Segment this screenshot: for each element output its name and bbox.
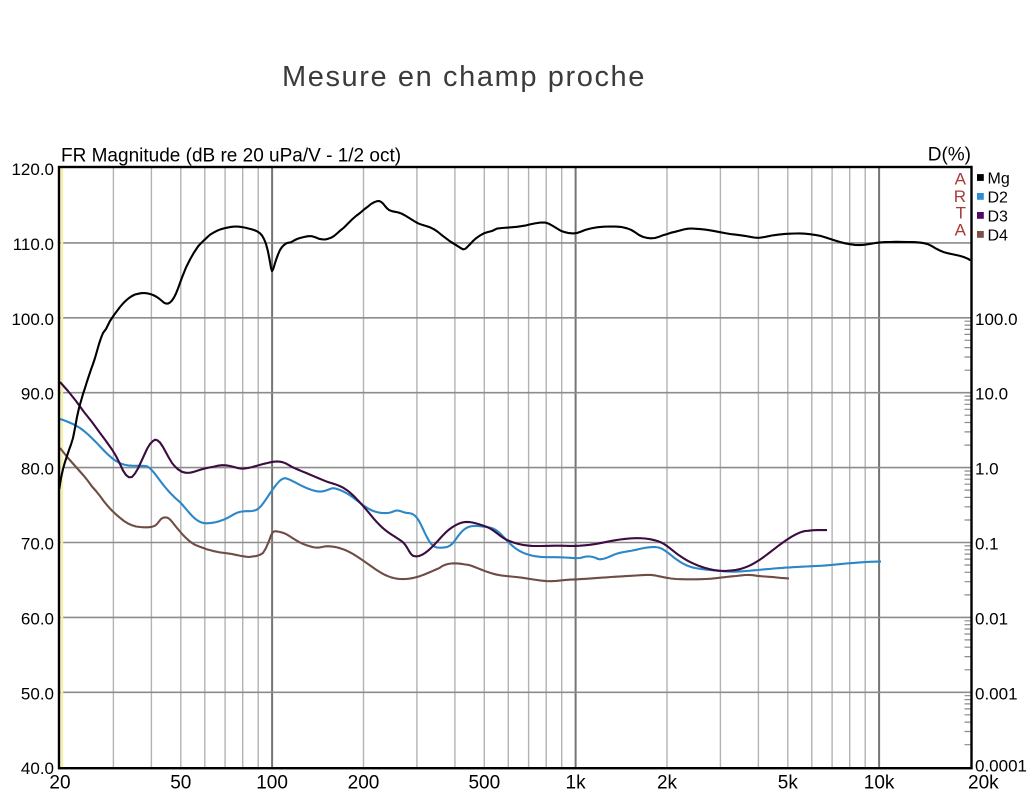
svg-text:500: 500 bbox=[468, 773, 500, 794]
svg-text:T: T bbox=[956, 203, 966, 222]
svg-text:1.0: 1.0 bbox=[975, 460, 999, 479]
svg-text:D3: D3 bbox=[988, 208, 1009, 225]
svg-text:10.0: 10.0 bbox=[975, 385, 1008, 404]
svg-text:0.1: 0.1 bbox=[975, 535, 999, 554]
svg-text:Mg: Mg bbox=[988, 171, 1010, 188]
svg-text:A: A bbox=[955, 169, 967, 188]
svg-text:50: 50 bbox=[170, 773, 191, 794]
svg-text:110.0: 110.0 bbox=[13, 235, 54, 254]
svg-text:FR Magnitude (dB re 20 uPa/V -: FR Magnitude (dB re 20 uPa/V - 1/2 oct) bbox=[61, 146, 401, 167]
svg-text:10k: 10k bbox=[864, 773, 895, 794]
svg-text:0.01: 0.01 bbox=[975, 609, 1008, 628]
svg-text:A: A bbox=[955, 221, 967, 240]
svg-text:2k: 2k bbox=[657, 773, 678, 794]
svg-text:R: R bbox=[954, 187, 966, 206]
svg-text:40.0: 40.0 bbox=[21, 759, 54, 778]
svg-text:100.0: 100.0 bbox=[975, 310, 1018, 329]
svg-text:D4: D4 bbox=[988, 227, 1009, 244]
svg-text:D2: D2 bbox=[988, 189, 1009, 206]
svg-text:100: 100 bbox=[256, 773, 288, 794]
svg-text:D(%): D(%) bbox=[928, 145, 971, 166]
svg-text:120.0: 120.0 bbox=[11, 160, 54, 179]
svg-text:100.0: 100.0 bbox=[11, 310, 54, 329]
svg-text:5k: 5k bbox=[778, 773, 799, 794]
svg-text:80.0: 80.0 bbox=[21, 460, 54, 479]
svg-text:70.0: 70.0 bbox=[21, 535, 54, 554]
svg-text:50.0: 50.0 bbox=[21, 684, 54, 703]
svg-text:20: 20 bbox=[49, 773, 70, 794]
svg-text:90.0: 90.0 bbox=[21, 385, 54, 404]
svg-text:1k: 1k bbox=[566, 773, 587, 794]
svg-text:200: 200 bbox=[348, 773, 380, 794]
svg-text:20k: 20k bbox=[968, 773, 999, 794]
svg-text:0.001: 0.001 bbox=[975, 684, 1018, 703]
svg-text:0.0001: 0.0001 bbox=[975, 757, 1027, 776]
svg-text:60.0: 60.0 bbox=[21, 609, 54, 628]
svg-text:Mesure en champ proche: Mesure en champ proche bbox=[282, 61, 646, 93]
